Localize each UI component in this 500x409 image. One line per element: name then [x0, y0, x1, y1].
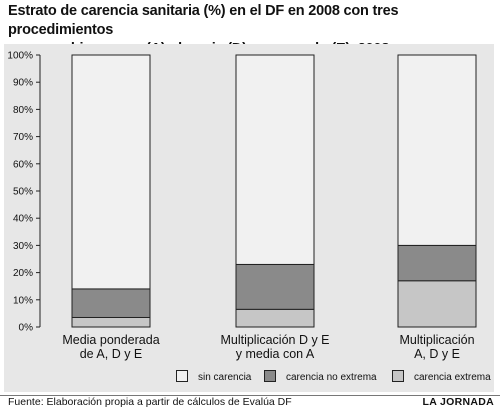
source-note: Fuente: Elaboración propia a partir de c… [8, 396, 292, 408]
y-tick-label: 10% [13, 295, 33, 306]
legend-swatch-carencia-no-extrema [264, 370, 276, 382]
chart-title-line-1: Estrato de carencia sanitaria (%) en el … [8, 3, 399, 38]
bar-segment-sin-carencia [235, 54, 315, 265]
bar-segment-carencia-no-extrema [235, 263, 315, 310]
bar-segment-carencia-extrema [71, 316, 151, 328]
bar-segment-carencia-no-extrema [71, 288, 151, 318]
y-tick-label: 70% [13, 132, 33, 143]
x-category-label: A, D y E [414, 347, 460, 361]
bar-segment-carencia-extrema [235, 308, 315, 328]
y-tick-label: 90% [13, 78, 33, 89]
legend-label-carencia-extrema: carencia extrema [414, 372, 491, 383]
bar-segment-carencia-extrema [397, 280, 477, 328]
legend-item-sin-carencia: sin carencia [176, 370, 251, 385]
brand-label: LA JORNADA [422, 396, 494, 408]
y-tick-label: 100% [7, 51, 33, 62]
x-category-label: Multiplicación D y E [220, 333, 329, 347]
stacked-bar-chart: 0% 10% 20% 30% 40% 50% 60% 70% 80% 90% 100% Media p… [7, 51, 477, 361]
y-tick-label: 20% [13, 268, 33, 279]
bar-segment-sin-carencia [397, 54, 477, 246]
legend-item-carencia-extrema: carencia extrema [392, 370, 491, 385]
x-category-label: de A, D y E [80, 347, 143, 361]
y-tick-label: 50% [13, 187, 33, 198]
y-tick-label: 80% [13, 105, 33, 116]
legend-label-carencia-no-extrema: carencia no extrema [286, 372, 377, 383]
legend-label-sin-carencia: sin carencia [198, 372, 252, 383]
x-category-label: Media ponderada [62, 333, 159, 347]
x-category-label: y media con A [236, 347, 315, 361]
chart-panel: 0% 10% 20% 30% 40% 50% 60% 70% 80% 90% 100% Media p… [4, 44, 494, 392]
legend-swatch-sin-carencia [176, 370, 188, 382]
footer-divider [0, 395, 500, 396]
legend-swatch-carencia-extrema [392, 370, 404, 382]
legend: sin carencia carencia no extrema carenci… [176, 370, 494, 384]
y-tick-label: 60% [13, 159, 33, 170]
y-tick-label: 40% [13, 214, 33, 225]
bar-segment-sin-carencia [71, 54, 151, 290]
x-category-label: Multiplicación [399, 333, 474, 347]
y-tick-label: 0% [19, 323, 34, 334]
y-tick-label: 30% [13, 241, 33, 252]
bar-segment-carencia-no-extrema [397, 244, 477, 282]
legend-item-carencia-no-extrema: carencia no extrema [264, 370, 377, 385]
